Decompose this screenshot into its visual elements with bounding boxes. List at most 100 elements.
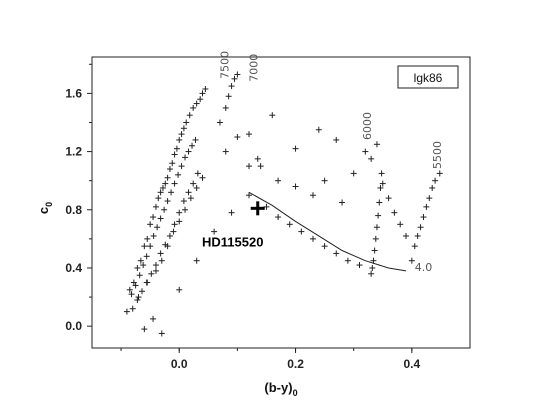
data-point xyxy=(275,177,282,184)
x-tick-label: 0.2 xyxy=(287,357,304,371)
plot-border xyxy=(91,56,471,349)
data-point xyxy=(152,203,159,210)
data-point xyxy=(143,253,150,260)
data-point xyxy=(175,171,182,178)
data-point xyxy=(187,195,194,202)
data-point xyxy=(176,218,183,225)
data-points xyxy=(123,71,443,337)
data-point xyxy=(173,145,180,152)
data-point xyxy=(154,224,161,231)
legend-box xyxy=(397,65,459,89)
y-tick-label: 1.2 xyxy=(65,145,82,159)
data-point xyxy=(417,224,424,231)
data-point xyxy=(141,326,148,333)
data-point xyxy=(169,160,176,167)
data-point xyxy=(148,270,155,277)
highlight-label: HD115520 xyxy=(202,234,263,249)
data-point xyxy=(356,262,363,269)
data-point xyxy=(176,209,183,216)
data-point xyxy=(369,264,376,271)
annotations: 7500 7000 6000 5500 4.0 xyxy=(219,51,444,274)
logg-4.0-line xyxy=(248,191,407,272)
data-point xyxy=(216,119,223,126)
data-point xyxy=(128,291,135,298)
data-point xyxy=(202,86,209,93)
data-point xyxy=(164,198,171,205)
data-point xyxy=(385,195,392,202)
data-point xyxy=(333,136,340,143)
data-point xyxy=(309,235,316,242)
data-point xyxy=(379,180,386,187)
data-point xyxy=(164,174,171,181)
data-point xyxy=(292,183,299,190)
data-point xyxy=(321,243,328,250)
data-point xyxy=(164,243,171,250)
data-point xyxy=(178,131,185,138)
data-point xyxy=(134,296,141,303)
data-point xyxy=(298,228,305,235)
data-point xyxy=(377,184,384,191)
data-point xyxy=(344,257,351,264)
data-point xyxy=(129,305,136,312)
data-point xyxy=(391,209,398,216)
highlight-star: HD115520 xyxy=(202,201,265,249)
data-point xyxy=(397,221,404,228)
data-point xyxy=(161,206,168,213)
x-tick-label: 0.4 xyxy=(404,357,421,371)
data-point xyxy=(372,235,379,242)
data-point xyxy=(423,203,430,210)
data-point xyxy=(408,257,415,264)
data-point xyxy=(246,163,253,170)
data-point xyxy=(157,250,164,257)
data-point xyxy=(286,221,293,228)
data-point xyxy=(436,170,443,177)
data-point xyxy=(228,209,235,216)
data-point xyxy=(222,104,229,111)
data-point xyxy=(144,235,151,242)
data-point xyxy=(147,243,154,250)
data-point xyxy=(137,257,144,264)
data-point xyxy=(176,286,183,293)
data-point xyxy=(157,189,164,196)
axis-ticks: 0.0 0.2 0.4 0.0 0.4 0.8 1.2 1.6 xyxy=(65,63,421,371)
data-point xyxy=(254,155,261,162)
data-point xyxy=(157,215,164,222)
data-point xyxy=(193,100,200,107)
data-point xyxy=(228,83,235,90)
data-point xyxy=(141,243,148,250)
data-point xyxy=(211,228,218,235)
data-point xyxy=(225,93,232,100)
data-point xyxy=(162,180,169,187)
data-point xyxy=(269,112,276,119)
data-point xyxy=(166,166,173,173)
data-point xyxy=(193,257,200,264)
data-point xyxy=(231,75,238,82)
data-point xyxy=(321,177,328,184)
data-point xyxy=(411,243,418,250)
legend: lgk86 xyxy=(397,65,459,89)
data-point xyxy=(192,136,199,143)
annotation-label: 7500 xyxy=(219,51,232,79)
data-point xyxy=(140,262,147,269)
data-point xyxy=(370,257,377,264)
data-point xyxy=(222,148,229,155)
data-point xyxy=(185,189,192,196)
isogravity-line xyxy=(248,191,407,272)
data-point xyxy=(152,267,159,274)
data-point xyxy=(246,192,253,199)
annotation-label: 5500 xyxy=(431,141,444,169)
y-tick-label: 0.0 xyxy=(65,319,82,333)
data-point xyxy=(185,148,192,155)
data-point xyxy=(158,257,165,264)
data-point xyxy=(166,232,173,239)
x-tick-label: 0.0 xyxy=(171,357,188,371)
data-point xyxy=(275,214,282,221)
data-point xyxy=(171,180,178,187)
data-point xyxy=(309,192,316,199)
data-point xyxy=(182,206,189,213)
data-point xyxy=(373,224,380,231)
data-point xyxy=(150,315,157,322)
data-point xyxy=(199,174,206,181)
data-point xyxy=(190,104,197,111)
